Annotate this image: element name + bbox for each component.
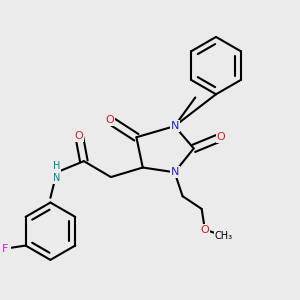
Text: O: O: [105, 115, 114, 125]
Text: O: O: [75, 131, 83, 141]
Text: F: F: [2, 244, 8, 254]
Text: O: O: [216, 132, 225, 142]
Text: N: N: [170, 167, 179, 177]
Text: N: N: [170, 121, 179, 131]
Text: CH₃: CH₃: [215, 231, 233, 241]
Text: H
N: H N: [53, 161, 61, 183]
Text: O: O: [200, 225, 209, 235]
